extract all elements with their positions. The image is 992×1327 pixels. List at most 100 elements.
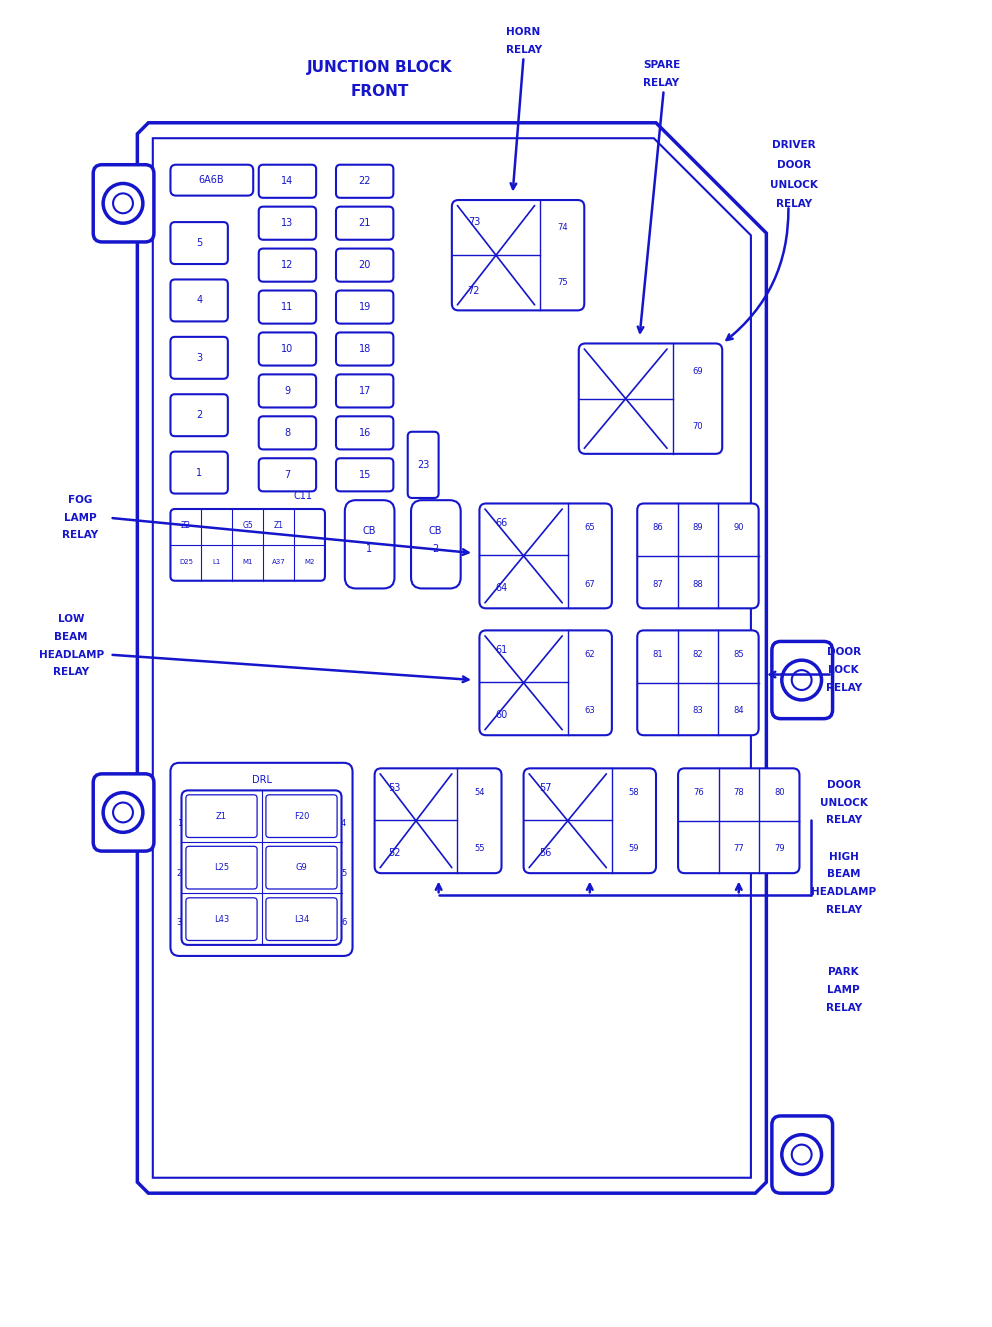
Text: L25: L25: [214, 863, 229, 872]
Text: JUNCTION BLOCK: JUNCTION BLOCK: [308, 60, 453, 76]
FancyBboxPatch shape: [171, 394, 228, 437]
FancyBboxPatch shape: [336, 165, 394, 198]
Text: LOCK: LOCK: [828, 665, 859, 675]
Text: 73: 73: [468, 218, 480, 227]
FancyBboxPatch shape: [171, 510, 325, 581]
Text: 53: 53: [388, 783, 401, 794]
Text: 55: 55: [474, 844, 485, 853]
Text: 5: 5: [196, 238, 202, 248]
FancyBboxPatch shape: [93, 774, 154, 851]
Text: 17: 17: [358, 386, 371, 395]
Text: 10: 10: [282, 344, 294, 354]
Text: 62: 62: [584, 650, 595, 660]
Text: LOW: LOW: [58, 614, 84, 625]
Text: 6A6B: 6A6B: [198, 175, 224, 186]
Text: 64: 64: [495, 584, 508, 593]
Text: D25: D25: [179, 559, 192, 565]
Text: F20: F20: [294, 812, 310, 820]
Text: RELAY: RELAY: [825, 905, 862, 914]
Text: DRIVER: DRIVER: [772, 139, 815, 150]
FancyBboxPatch shape: [479, 630, 612, 735]
Text: 86: 86: [652, 523, 663, 532]
Polygon shape: [153, 138, 751, 1178]
Text: Z2: Z2: [181, 522, 190, 529]
FancyBboxPatch shape: [524, 768, 656, 873]
FancyBboxPatch shape: [637, 503, 759, 608]
Text: 74: 74: [557, 223, 567, 232]
Text: 57: 57: [540, 783, 552, 794]
Text: 76: 76: [693, 788, 703, 798]
Text: 23: 23: [417, 460, 430, 470]
Text: HEADLAMP: HEADLAMP: [811, 886, 876, 897]
Text: UNLOCK: UNLOCK: [819, 798, 868, 808]
Text: Z1: Z1: [216, 812, 227, 820]
Text: 22: 22: [358, 176, 371, 186]
Text: 8: 8: [285, 427, 291, 438]
FancyBboxPatch shape: [93, 165, 154, 242]
FancyBboxPatch shape: [186, 847, 257, 889]
Text: 85: 85: [733, 650, 744, 660]
Text: 61: 61: [495, 645, 508, 656]
Text: 54: 54: [474, 788, 485, 798]
FancyBboxPatch shape: [375, 768, 502, 873]
Text: 56: 56: [540, 848, 552, 859]
FancyBboxPatch shape: [182, 791, 341, 945]
Text: 66: 66: [495, 519, 508, 528]
FancyBboxPatch shape: [336, 417, 394, 450]
Text: M2: M2: [305, 559, 314, 565]
Text: C11: C11: [294, 491, 312, 500]
Text: 13: 13: [282, 218, 294, 228]
Text: RELAY: RELAY: [825, 683, 862, 693]
Text: 21: 21: [358, 218, 371, 228]
Text: 6: 6: [341, 918, 346, 928]
Text: 52: 52: [388, 848, 401, 859]
Text: 89: 89: [692, 523, 703, 532]
FancyBboxPatch shape: [259, 207, 316, 240]
Text: 20: 20: [358, 260, 371, 271]
FancyBboxPatch shape: [266, 795, 337, 837]
Text: 58: 58: [629, 788, 639, 798]
FancyBboxPatch shape: [259, 291, 316, 324]
Text: 79: 79: [774, 844, 785, 853]
Text: G9: G9: [296, 863, 308, 872]
Text: L1: L1: [212, 559, 221, 565]
Text: 65: 65: [584, 523, 595, 532]
Text: 70: 70: [692, 422, 703, 431]
Text: DOOR: DOOR: [777, 159, 811, 170]
Text: 90: 90: [733, 523, 744, 532]
Text: RELAY: RELAY: [54, 667, 89, 677]
Text: 63: 63: [584, 706, 595, 715]
FancyBboxPatch shape: [336, 207, 394, 240]
FancyBboxPatch shape: [259, 333, 316, 365]
Text: 88: 88: [692, 580, 703, 589]
FancyBboxPatch shape: [679, 768, 800, 873]
FancyBboxPatch shape: [637, 630, 759, 735]
Text: RELAY: RELAY: [825, 1003, 862, 1013]
Text: 1: 1: [196, 467, 202, 478]
Text: 14: 14: [282, 176, 294, 186]
Text: HEADLAMP: HEADLAMP: [39, 650, 104, 660]
FancyBboxPatch shape: [171, 337, 228, 378]
Text: L43: L43: [214, 914, 229, 924]
Text: 15: 15: [358, 470, 371, 480]
Text: 2: 2: [196, 410, 202, 421]
Text: RELAY: RELAY: [506, 45, 542, 54]
FancyBboxPatch shape: [345, 500, 395, 588]
Text: CB: CB: [362, 525, 376, 536]
Text: G5: G5: [242, 522, 253, 529]
Text: RELAY: RELAY: [644, 78, 680, 88]
FancyBboxPatch shape: [259, 248, 316, 281]
Text: 18: 18: [358, 344, 371, 354]
FancyBboxPatch shape: [259, 417, 316, 450]
FancyBboxPatch shape: [408, 431, 438, 498]
FancyBboxPatch shape: [171, 451, 228, 494]
FancyBboxPatch shape: [336, 333, 394, 365]
Text: 19: 19: [358, 303, 371, 312]
Text: 3: 3: [177, 918, 182, 928]
Text: 82: 82: [692, 650, 703, 660]
FancyBboxPatch shape: [772, 641, 832, 719]
Text: RELAY: RELAY: [62, 531, 98, 540]
Text: 5: 5: [341, 869, 346, 877]
FancyBboxPatch shape: [411, 500, 460, 588]
Text: 2: 2: [177, 869, 182, 877]
